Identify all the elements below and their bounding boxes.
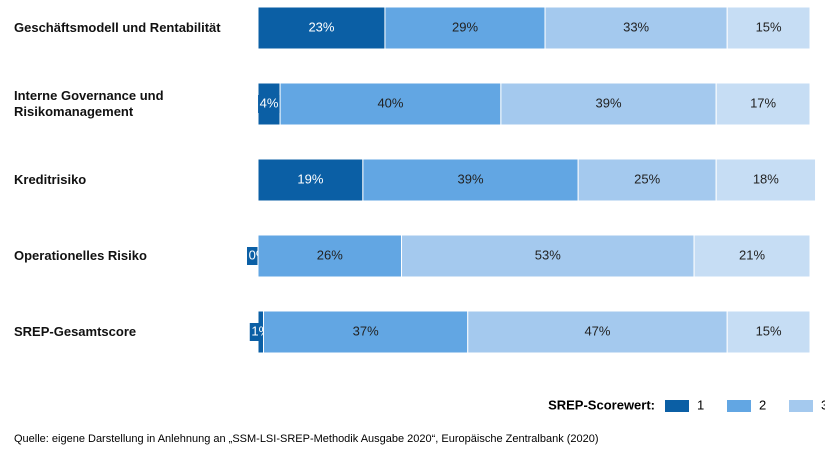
- bar-segment: [362, 158, 579, 202]
- bar-segment: [257, 158, 364, 202]
- value-label: 39%: [596, 95, 622, 110]
- bar-segment: [257, 234, 403, 278]
- value-label: 40%: [377, 95, 403, 110]
- value-label: 53%: [535, 247, 561, 262]
- bar-segment: [500, 82, 717, 126]
- value-label: 29%: [452, 19, 478, 34]
- bar-segment: [726, 6, 811, 50]
- value-label: 39%: [458, 171, 484, 186]
- legend-label: 1: [697, 397, 704, 412]
- bar-segment: [715, 82, 811, 126]
- category-label: Geschäftsmodell und Rentabilität: [14, 20, 221, 35]
- bar-segment: [467, 310, 728, 354]
- legend-swatch: [665, 400, 689, 412]
- bar-segment: [715, 158, 817, 202]
- legend-title: SREP-Scorewert:: [548, 397, 655, 412]
- bar-segment: [544, 6, 728, 50]
- bar-segment: [401, 234, 695, 278]
- value-label: 23%: [308, 19, 334, 34]
- category-label: SREP-Gesamtscore: [14, 324, 137, 339]
- category-label: Interne Governance und Risikomanagement: [14, 88, 164, 119]
- value-label: 26%: [317, 247, 343, 262]
- source-note: Quelle: eigene Darstellung in Anlehnung …: [14, 433, 599, 445]
- legend-label: 3: [821, 397, 825, 412]
- value-label: 17%: [750, 95, 776, 110]
- bar-segment: [726, 310, 811, 354]
- legend-swatch: [727, 400, 751, 412]
- bar-segment: [263, 310, 469, 354]
- category-label: Kreditrisiko: [14, 172, 87, 187]
- value-label: 15%: [756, 323, 782, 338]
- value-label: 19%: [297, 171, 323, 186]
- value-label: 18%: [753, 171, 779, 186]
- value-label: 15%: [756, 19, 782, 34]
- value-label: 21%: [739, 247, 765, 262]
- value-label: 33%: [623, 19, 649, 34]
- bar-segment: [257, 6, 386, 50]
- bar-segment: [279, 82, 502, 126]
- bar-segment: [384, 6, 546, 50]
- legend-label: 2: [759, 397, 766, 412]
- value-label: 37%: [353, 323, 379, 338]
- legend-swatch: [789, 400, 813, 412]
- bar-segment: [577, 158, 717, 202]
- value-label: 25%: [634, 171, 660, 186]
- category-label: Operationelles Risiko: [14, 248, 147, 263]
- label-background: [258, 95, 281, 113]
- bar-segment: [693, 234, 811, 278]
- value-label: 47%: [584, 323, 610, 338]
- value-label: 4%: [260, 95, 279, 110]
